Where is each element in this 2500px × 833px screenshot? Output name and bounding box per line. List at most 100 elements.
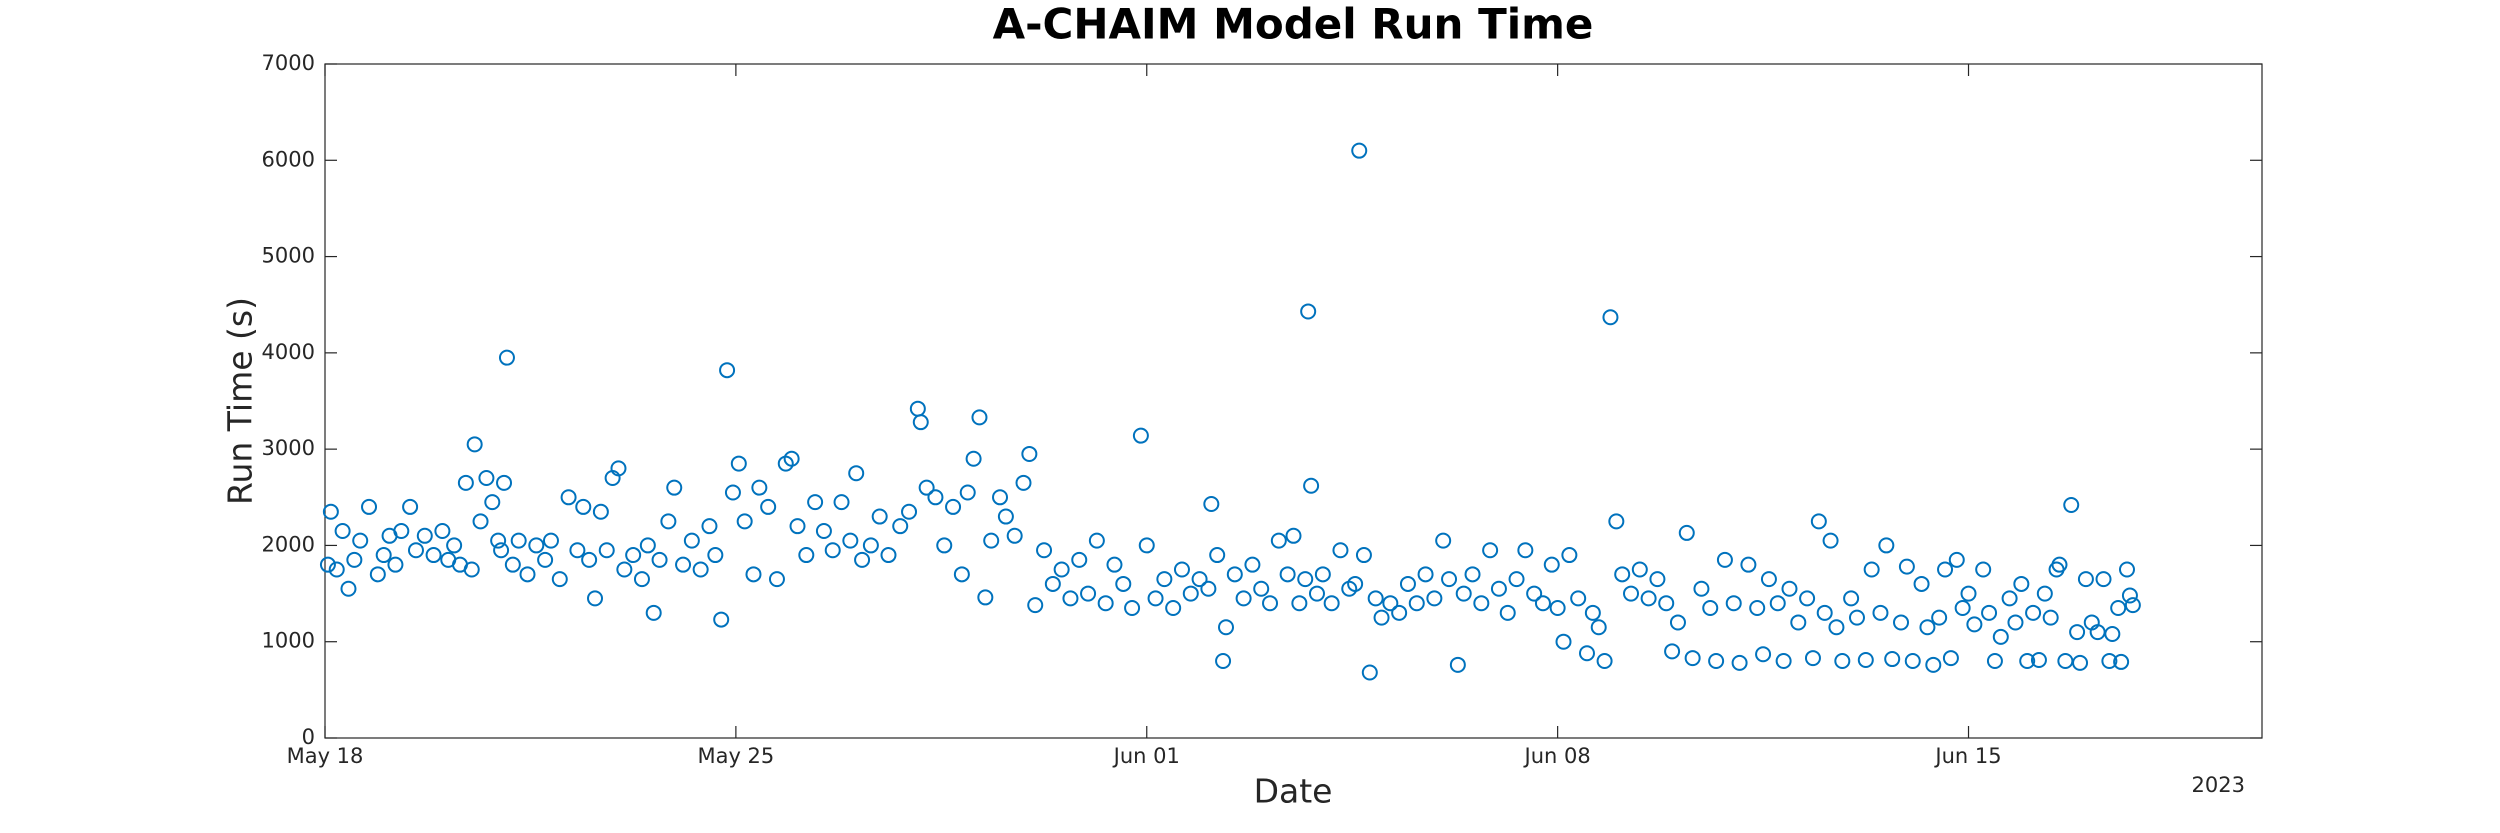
data-point	[2030, 652, 2047, 669]
data-point	[1816, 604, 1833, 621]
data-point	[581, 551, 598, 568]
data-point	[1399, 575, 1416, 592]
data-point	[1080, 585, 1097, 602]
data-point	[322, 503, 339, 520]
data-point	[1857, 652, 1874, 669]
data-point	[2007, 614, 2024, 631]
data-point	[1173, 561, 1190, 578]
data-point	[598, 542, 615, 559]
data-point	[1684, 650, 1701, 667]
data-point	[936, 537, 953, 554]
data-point	[498, 349, 515, 366]
data-point	[651, 551, 668, 568]
data-point	[2113, 653, 2130, 670]
data-point	[1473, 595, 1490, 612]
data-point	[1106, 556, 1123, 573]
y-tick-label: 5000	[262, 244, 315, 268]
data-point	[1981, 604, 1998, 621]
data-point	[1799, 590, 1816, 607]
data-point	[551, 571, 568, 588]
data-point	[1790, 614, 1807, 631]
data-point	[1015, 474, 1032, 491]
data-point	[416, 527, 433, 544]
data-point	[707, 547, 724, 564]
data-point	[2124, 597, 2141, 614]
data-point	[569, 542, 586, 559]
data-point	[666, 479, 683, 496]
data-point	[478, 470, 495, 487]
data-point	[528, 537, 545, 554]
data-point	[751, 479, 768, 496]
y-tick-label: 6000	[262, 147, 315, 171]
data-point	[1482, 542, 1499, 559]
data-point	[1954, 600, 1971, 617]
plot-frame	[324, 63, 2263, 739]
data-point	[1960, 585, 1977, 602]
data-point	[2121, 587, 2138, 604]
data-point	[1517, 542, 1534, 559]
data-point	[493, 542, 510, 559]
data-point	[1367, 590, 1384, 607]
data-point	[1678, 524, 1695, 541]
data-point	[1760, 571, 1777, 588]
x-tick-label: Jun 15	[1933, 744, 2001, 768]
data-point	[1893, 614, 1910, 631]
data-point	[1426, 590, 1443, 607]
data-point	[1235, 590, 1252, 607]
data-point	[2042, 609, 2059, 626]
data-point	[2036, 585, 2053, 602]
data-point	[1658, 595, 1675, 612]
data-point	[490, 532, 507, 549]
data-point	[1391, 604, 1408, 621]
data-point	[1303, 477, 1320, 494]
y-tick-label: 7000	[262, 51, 315, 75]
data-point	[1740, 556, 1757, 573]
data-point	[504, 556, 521, 573]
data-point	[983, 532, 1000, 549]
data-point	[1755, 646, 1772, 663]
data-point	[1640, 590, 1657, 607]
data-point	[880, 547, 897, 564]
data-point	[945, 498, 962, 515]
data-point	[1975, 561, 1992, 578]
data-point	[1570, 590, 1587, 607]
data-point	[484, 494, 501, 511]
data-point	[1351, 142, 1368, 159]
data-point	[1435, 532, 1452, 549]
data-point	[1549, 600, 1566, 617]
data-point	[369, 566, 386, 583]
data-point	[824, 542, 841, 559]
data-point	[1526, 585, 1543, 602]
data-point	[1596, 652, 1613, 669]
data-point	[328, 561, 345, 578]
data-point	[1749, 600, 1766, 617]
data-point	[815, 522, 832, 539]
data-point	[519, 566, 536, 583]
y-tick-label: 3000	[262, 436, 315, 460]
data-point	[560, 489, 577, 506]
data-point	[1138, 537, 1155, 554]
data-point	[768, 571, 785, 588]
data-point	[1804, 650, 1821, 667]
data-point	[1132, 427, 1149, 444]
data-point	[1543, 556, 1560, 573]
chart-title: A-CHAIM Model Run Time	[993, 0, 1594, 49]
data-point	[1182, 585, 1199, 602]
data-point	[959, 484, 976, 501]
data-point	[361, 498, 378, 515]
data-point	[848, 465, 865, 482]
data-point	[1323, 595, 1340, 612]
data-point	[334, 522, 351, 539]
data-point	[997, 508, 1014, 525]
data-point	[1966, 616, 1983, 633]
data-point	[1455, 585, 1472, 602]
data-point	[1623, 585, 1640, 602]
data-point	[1499, 604, 1516, 621]
data-point	[1863, 561, 1880, 578]
data-point	[1088, 532, 1105, 549]
data-point	[1508, 571, 1525, 588]
data-point	[1382, 595, 1399, 612]
data-point	[1449, 656, 1466, 673]
data-point	[1297, 571, 1314, 588]
data-point	[1731, 654, 1748, 671]
